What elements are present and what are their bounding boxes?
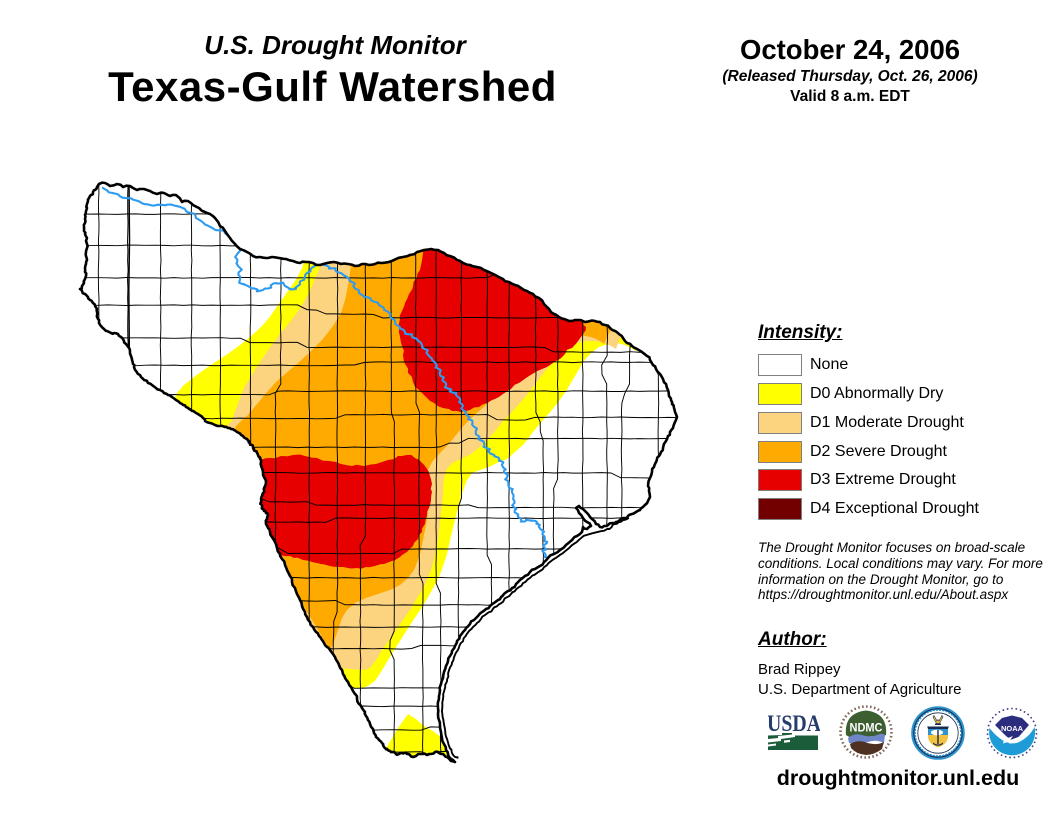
svg-text:NDMC: NDMC: [850, 721, 883, 735]
svg-text:USDA: USDA: [768, 712, 820, 736]
svg-text:NOAA: NOAA: [1001, 726, 1023, 733]
